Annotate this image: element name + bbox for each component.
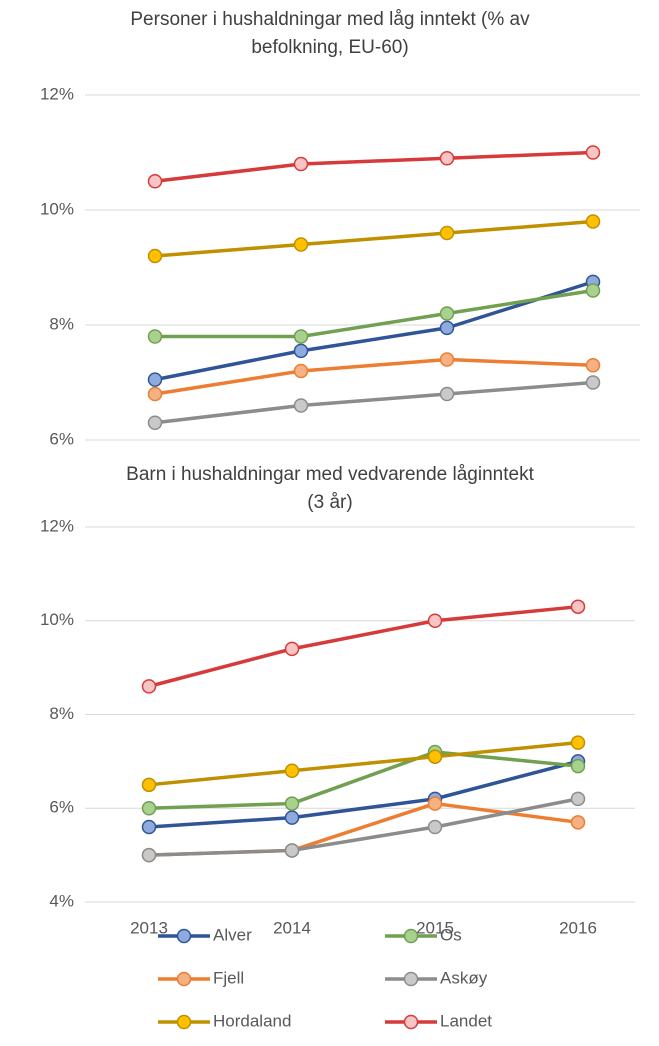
- point: [585, 358, 601, 373]
- point: [293, 363, 309, 379]
- point: [585, 214, 601, 229]
- point: [439, 320, 455, 336]
- legend-label: Fjell: [213, 968, 244, 987]
- legend-label: Os: [440, 925, 462, 944]
- point: [147, 386, 163, 402]
- series-line: [148, 740, 579, 787]
- series-line: [154, 219, 594, 258]
- chart-title: befolkning, EU-60): [251, 37, 408, 58]
- point: [570, 815, 586, 830]
- legend-label: Alver: [213, 925, 252, 944]
- point: [439, 386, 455, 402]
- chart-title: (3 år): [307, 492, 352, 513]
- legend-marker: [403, 928, 419, 944]
- point: [147, 329, 163, 344]
- point: [147, 174, 163, 189]
- series-line: [148, 750, 579, 810]
- x-tick-label: 2013: [130, 918, 168, 937]
- series-line: [148, 759, 579, 829]
- y-tick-label: 8%: [49, 314, 74, 333]
- y-tick-label: 8%: [49, 704, 74, 723]
- chart-title: Personer i hushaldningar med låg inntekt…: [130, 9, 530, 30]
- y-tick-label: 12%: [40, 84, 74, 103]
- point: [147, 248, 163, 264]
- point: [284, 763, 300, 778]
- legend-marker: [176, 928, 192, 944]
- y-tick-label: 6%: [49, 798, 74, 817]
- point: [427, 613, 443, 628]
- series-line: [154, 150, 594, 183]
- legend-marker: [403, 971, 419, 987]
- y-tick-label: 6%: [49, 429, 74, 448]
- point: [284, 796, 300, 811]
- series-line: [148, 604, 579, 689]
- point: [439, 225, 455, 241]
- legend-label: Landet: [440, 1011, 492, 1030]
- point: [427, 749, 443, 764]
- point: [141, 777, 157, 793]
- point: [439, 151, 455, 166]
- point: [141, 819, 157, 835]
- point: [141, 801, 157, 816]
- point: [570, 735, 586, 750]
- y-tick-label: 4%: [49, 891, 74, 910]
- series-line: [154, 357, 594, 396]
- point: [293, 156, 309, 172]
- point: [147, 415, 163, 430]
- point: [284, 843, 300, 858]
- legend-label: Hordaland: [213, 1011, 291, 1030]
- point: [439, 306, 455, 321]
- series-line: [155, 288, 594, 339]
- y-tick-label: 10%: [40, 610, 74, 629]
- point: [293, 398, 309, 413]
- point: [427, 819, 443, 835]
- point: [570, 599, 586, 614]
- point: [293, 343, 309, 359]
- point: [570, 791, 586, 807]
- x-tick-label: 2016: [559, 918, 597, 937]
- point: [293, 329, 309, 344]
- y-tick-label: 12%: [40, 516, 74, 535]
- point: [147, 372, 163, 387]
- legend-marker: [176, 971, 192, 987]
- point: [427, 796, 443, 811]
- point: [141, 847, 157, 863]
- legend-marker: [403, 1014, 419, 1030]
- chart-title: Barn i hushaldningar med vedvarende lågi…: [126, 464, 534, 485]
- series-line: [154, 380, 594, 425]
- point: [284, 641, 300, 657]
- x-tick-label: 2014: [273, 918, 311, 937]
- y-tick-label: 10%: [40, 199, 74, 218]
- point: [585, 145, 601, 160]
- point: [585, 283, 601, 298]
- point: [293, 237, 309, 252]
- point: [141, 679, 157, 694]
- point: [439, 352, 455, 367]
- legend-label: Askøy: [440, 968, 488, 987]
- series-line: [154, 280, 594, 382]
- legend-marker: [176, 1014, 192, 1030]
- point: [284, 810, 300, 825]
- point: [570, 758, 586, 774]
- series-line: [148, 797, 579, 857]
- x-tick-label: 2015: [416, 918, 454, 937]
- point: [585, 375, 601, 390]
